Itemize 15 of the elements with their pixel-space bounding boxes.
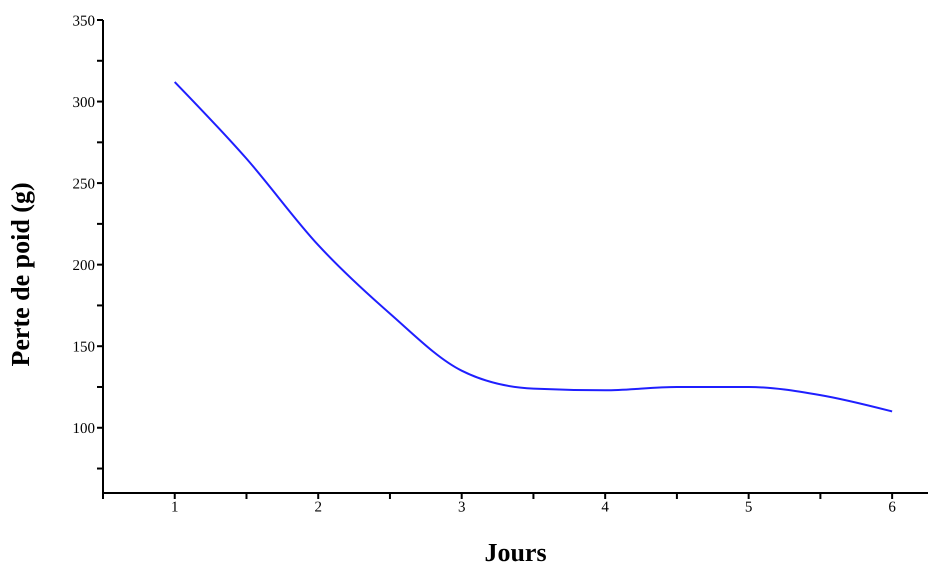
x-tick-label: 5: [744, 500, 752, 516]
x-tick-label: 3: [458, 500, 466, 516]
x-tick-label: 1: [170, 500, 178, 516]
y-tick-label: 250: [72, 176, 95, 192]
x-tick-label: 4: [601, 500, 610, 516]
y-tick-label: 200: [72, 258, 95, 274]
x-tick-label: 2: [314, 500, 322, 516]
y-tick-label: 350: [72, 13, 95, 30]
y-tick-label: 100: [72, 421, 95, 438]
line-series: [174, 80, 894, 412]
y-tick-label: 300: [72, 94, 95, 111]
x-tick-label: 6: [888, 500, 896, 516]
y-tick-label: 150: [72, 340, 95, 356]
x-axis-title: Jours: [484, 538, 547, 567]
y-axis-title: Perte de poid (g): [6, 182, 36, 366]
